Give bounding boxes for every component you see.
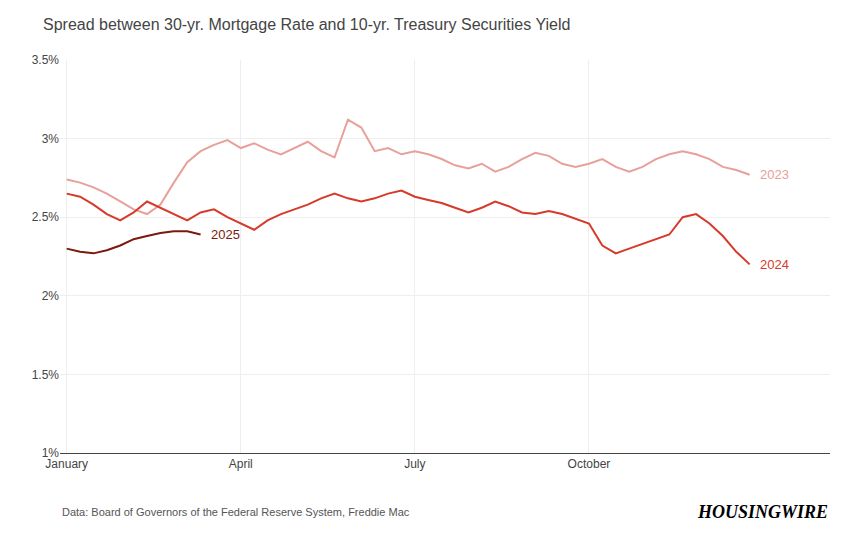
svg-text:January: January	[45, 457, 88, 471]
svg-text:2024: 2024	[760, 257, 789, 272]
svg-text:Data: Board of Governors of th: Data: Board of Governors of the Federal …	[62, 506, 410, 518]
svg-text:3.5%: 3.5%	[32, 53, 60, 67]
svg-text:1%: 1%	[42, 446, 60, 460]
svg-text:April: April	[229, 457, 253, 471]
svg-text:July: July	[404, 457, 425, 471]
svg-text:2%: 2%	[42, 289, 60, 303]
svg-text:HOUSINGWIRE: HOUSINGWIRE	[697, 502, 828, 522]
svg-text:3%: 3%	[42, 132, 60, 146]
svg-text:1.5%: 1.5%	[32, 368, 60, 382]
svg-text:Spread between 30-yr. Mortgage: Spread between 30-yr. Mortgage Rate and …	[43, 16, 570, 33]
svg-text:2023: 2023	[760, 167, 789, 182]
svg-text:2.5%: 2.5%	[32, 210, 60, 224]
svg-text:2025: 2025	[211, 227, 240, 242]
svg-text:October: October	[568, 457, 611, 471]
